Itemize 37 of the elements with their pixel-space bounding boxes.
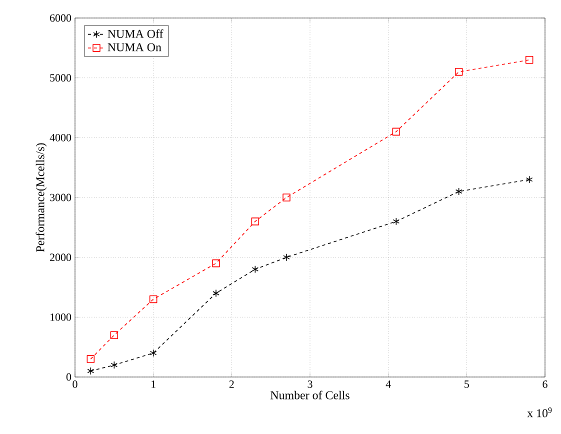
text: x 10$^{9}$ <box>527 408 552 418</box>
point <box>212 259 220 268</box>
point <box>87 367 94 375</box>
point <box>110 331 118 340</box>
y-tick-label: 4000 <box>50 134 72 142</box>
y-tick-label: 6000 <box>50 14 72 22</box>
point <box>526 176 533 184</box>
point <box>283 253 290 262</box>
point <box>252 265 259 274</box>
y-tick-label: 2000 <box>50 254 72 262</box>
x-tick-label: 2 <box>229 380 234 388</box>
point <box>525 56 534 64</box>
legend-label: NUMA On <box>108 43 162 52</box>
y-tick-label: 1000 <box>50 313 72 321</box>
point <box>212 289 220 298</box>
point <box>392 128 400 136</box>
x-tick-label: 0 <box>72 380 78 388</box>
y-tick-label: 3000 <box>50 194 72 202</box>
point <box>149 295 158 304</box>
y-tick-label: 5000 <box>50 74 72 82</box>
point <box>251 218 260 226</box>
x-axis-title: Number of Cells <box>270 390 350 400</box>
y-axis-title: Performance(Mcells/s) <box>36 143 47 252</box>
point <box>282 194 290 202</box>
point <box>86 355 95 363</box>
point <box>455 188 462 196</box>
x-tick-label: 1 <box>152 380 156 388</box>
x-tick-label: 6 <box>542 380 548 388</box>
point <box>392 218 400 226</box>
x-tick-label: 5 <box>464 380 469 388</box>
point <box>110 361 118 369</box>
y-tick-label: 0 <box>66 373 72 381</box>
point <box>150 349 157 357</box>
x-tick-label: 3 <box>308 380 312 388</box>
legend-label: NUMA Off <box>108 29 164 38</box>
point <box>454 68 463 76</box>
x-tick-label: 4 <box>386 380 391 388</box>
